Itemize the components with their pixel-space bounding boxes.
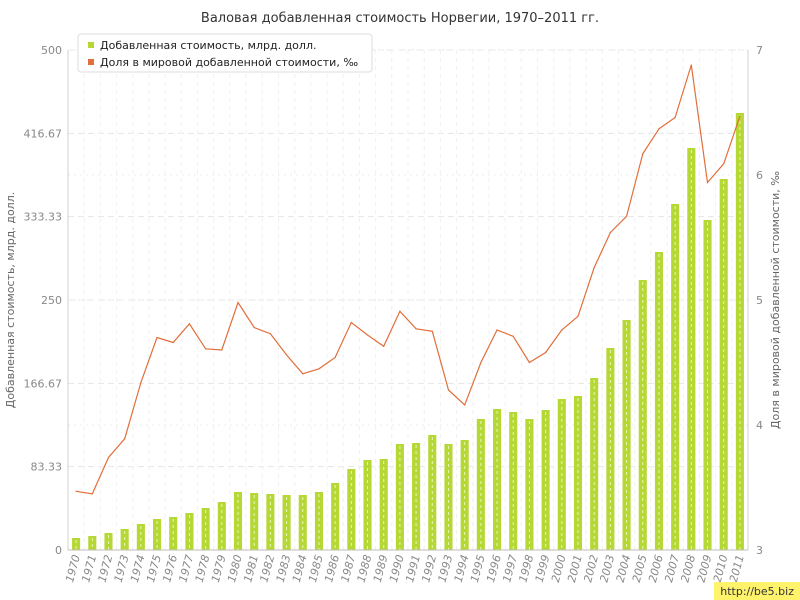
line-point <box>512 335 514 337</box>
line-point <box>739 115 741 117</box>
line-point <box>625 215 628 217</box>
line-point <box>107 456 110 459</box>
bar <box>185 513 194 550</box>
right-tick-label: 7 <box>756 44 763 57</box>
bar <box>72 538 81 550</box>
bar <box>476 419 485 550</box>
legend-box <box>77 33 373 73</box>
legend-label: Доля в мировой добавленной стоимости, ‰ <box>100 56 358 69</box>
line-point <box>415 328 417 330</box>
left-tick-label: 333.33 <box>24 211 63 224</box>
right-tick-label: 3 <box>756 544 763 557</box>
line-point <box>723 163 725 165</box>
line-point <box>593 266 595 269</box>
bar <box>460 440 469 550</box>
line-point <box>350 321 352 324</box>
line-point <box>253 326 255 329</box>
bar <box>88 536 97 550</box>
line-point <box>431 330 433 332</box>
line-point <box>75 490 77 492</box>
line-point <box>464 404 466 406</box>
line-point <box>302 373 304 375</box>
right-tick-label: 5 <box>756 294 763 307</box>
bar <box>412 443 421 550</box>
line-point <box>609 231 611 234</box>
line-point <box>205 348 207 350</box>
bar <box>525 419 534 550</box>
line-point <box>140 381 142 384</box>
chart-title: Валовая добавленная стоимость Норвегии, … <box>201 11 599 26</box>
right-tick-label: 4 <box>756 419 763 432</box>
bar <box>719 179 728 550</box>
line-point <box>399 310 401 312</box>
line-point <box>91 493 93 495</box>
left-tick-label: 83.33 <box>31 461 63 474</box>
bar <box>622 320 631 550</box>
left-tick-label: 500 <box>41 44 62 57</box>
line-point <box>285 354 288 356</box>
line-point <box>318 368 320 370</box>
line-point <box>496 329 498 331</box>
bar <box>136 524 145 550</box>
line-point <box>690 64 692 66</box>
axes: 083.33166.67250333.33416.675003456719701… <box>24 44 764 584</box>
left-axis-label: Добавленная стоимость, млрд. долл. <box>4 192 17 408</box>
line-point <box>674 116 676 119</box>
line-point <box>545 351 547 354</box>
line-series <box>75 64 741 495</box>
left-tick-label: 416.67 <box>24 127 63 140</box>
bar-series <box>72 113 744 550</box>
left-tick-label: 250 <box>41 294 62 307</box>
line-point <box>706 181 709 184</box>
line-point <box>172 341 174 344</box>
left-tick-label: 0 <box>55 544 62 557</box>
legend-swatch <box>88 59 94 65</box>
line-point <box>237 301 239 304</box>
line-point <box>124 438 126 440</box>
line-point <box>561 329 563 331</box>
line-point <box>658 128 660 130</box>
line-point <box>334 356 336 359</box>
bar <box>217 502 226 550</box>
line-point <box>642 153 644 155</box>
line-point <box>156 336 158 339</box>
line-point <box>269 333 271 335</box>
line-point <box>528 361 531 364</box>
line-point <box>366 334 369 336</box>
line-point <box>383 345 385 347</box>
watermark-label: http://be5.biz <box>714 582 800 600</box>
right-tick-label: 6 <box>756 169 763 182</box>
legend: Добавленная стоимость, млрд. долл. Доля в… <box>77 33 373 73</box>
line-point <box>480 361 482 364</box>
line-point <box>188 323 191 325</box>
line-point <box>447 389 450 391</box>
legend-label: Добавленная стоимость, млрд. долл. <box>100 39 316 52</box>
right-axis-label: Доля в мировой добавленной стоимости, ‰ <box>769 171 782 429</box>
line-path <box>76 64 741 495</box>
legend-swatch <box>88 42 94 48</box>
line-point <box>221 349 223 351</box>
line-point <box>577 315 579 317</box>
left-tick-label: 166.67 <box>24 377 63 390</box>
